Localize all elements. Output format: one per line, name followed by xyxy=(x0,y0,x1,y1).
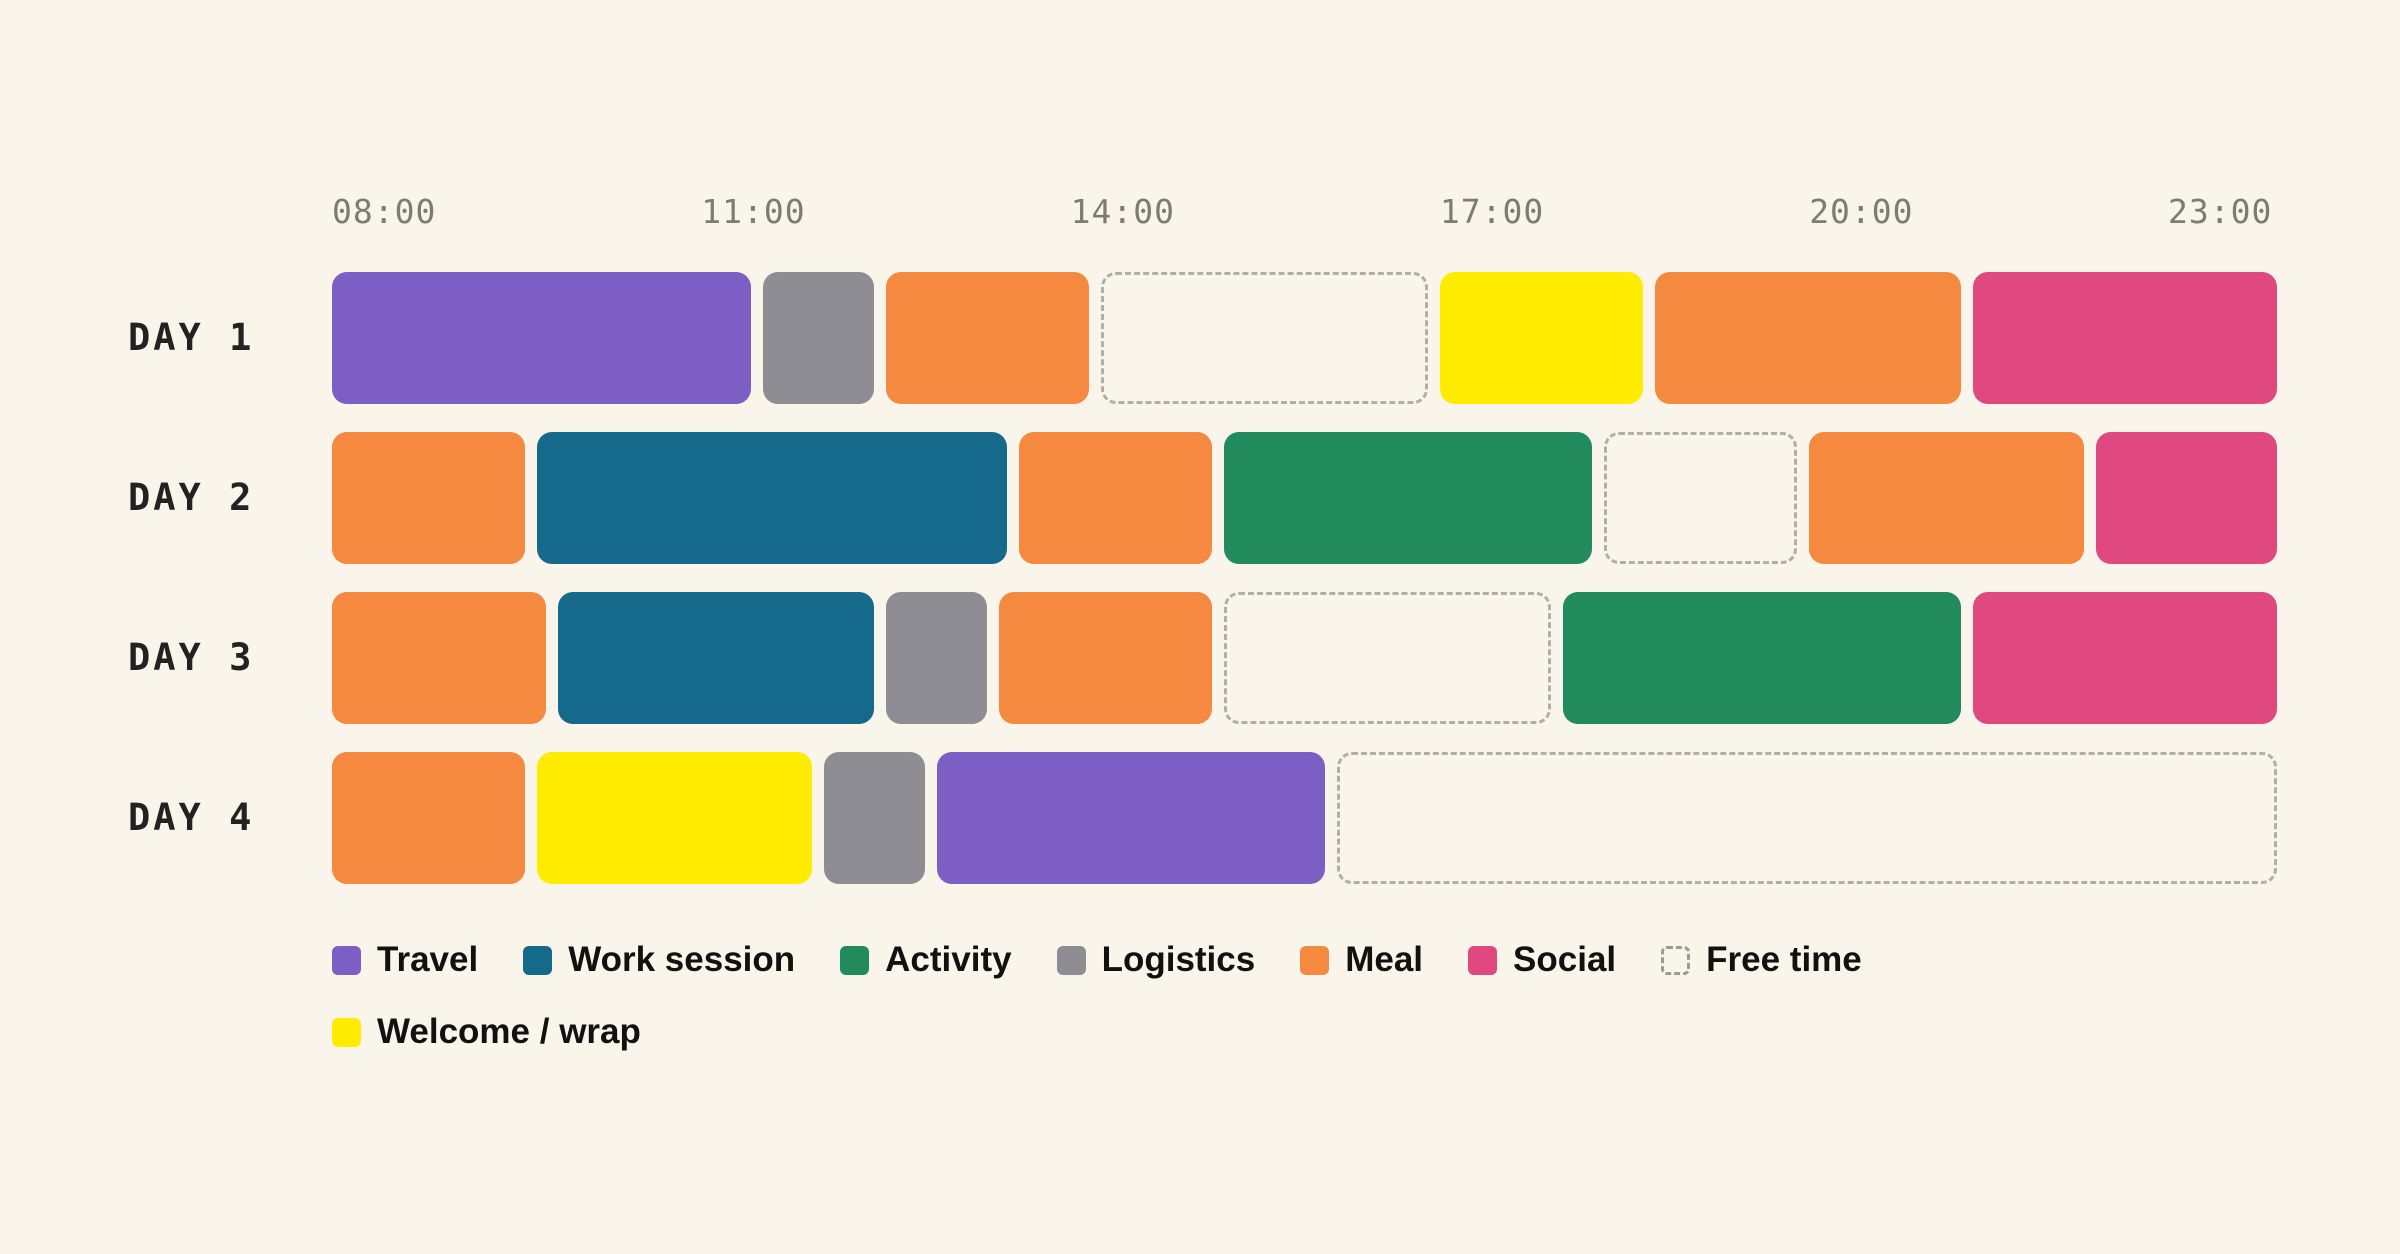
social-block[interactable] xyxy=(1973,272,2277,404)
x-tick-label: 11:00 xyxy=(701,192,806,231)
x-tick-label: 08:00 xyxy=(332,192,437,231)
legend-label: Social xyxy=(1513,940,1617,979)
legend-swatch xyxy=(523,945,553,975)
activity-block[interactable] xyxy=(1563,592,1962,724)
meal-block[interactable] xyxy=(998,592,1213,724)
meal-block[interactable] xyxy=(885,272,1090,404)
legend-item-activity: Activity xyxy=(840,938,1012,982)
legend: Travel Work session Activity Logistics Meal S… xyxy=(332,938,2032,1054)
legend-swatch xyxy=(332,1017,361,1047)
legend-item-meal: Meal xyxy=(1300,938,1423,982)
travel-block[interactable] xyxy=(332,272,751,404)
work-block[interactable] xyxy=(557,592,874,724)
legend-label: Work session xyxy=(568,940,796,979)
logistics-block[interactable] xyxy=(885,592,987,724)
x-tick-label: 20:00 xyxy=(1809,192,1914,231)
day-label: DAY 1 xyxy=(128,316,255,359)
free-block[interactable] xyxy=(1101,272,1428,404)
welcome-block[interactable] xyxy=(537,752,813,884)
day-label: DAY 3 xyxy=(128,636,255,679)
legend-item-welcome: Welcome / wrap xyxy=(332,1010,641,1054)
day-label: DAY 4 xyxy=(128,796,255,839)
legend-swatch xyxy=(332,945,361,975)
meal-block[interactable] xyxy=(332,752,526,884)
travel-block[interactable] xyxy=(937,752,1326,884)
welcome-block[interactable] xyxy=(1439,272,1644,404)
legend-item-work: Work session xyxy=(523,938,795,982)
free-block[interactable] xyxy=(1337,752,2277,884)
legend-label: Activity xyxy=(885,940,1012,979)
meal-block[interactable] xyxy=(1019,432,1213,564)
legend-item-social: Social xyxy=(1468,938,1616,982)
meal-block[interactable] xyxy=(332,592,546,724)
legend-label: Welcome / wrap xyxy=(377,1012,641,1051)
free-block[interactable] xyxy=(1224,592,1551,724)
legend-label: Meal xyxy=(1345,940,1424,979)
meal-block[interactable] xyxy=(332,432,526,564)
meal-block[interactable] xyxy=(1655,272,1962,404)
x-tick-label: 17:00 xyxy=(1439,192,1545,231)
legend-swatch xyxy=(1661,945,1691,975)
legend-item-travel: Travel xyxy=(332,938,478,982)
logistics-block[interactable] xyxy=(762,272,874,404)
legend-swatch xyxy=(1056,945,1086,975)
social-block[interactable] xyxy=(1973,592,2277,724)
legend-item-logistics: Logistics xyxy=(1056,938,1256,982)
social-block[interactable] xyxy=(2096,432,2277,564)
logistics-block[interactable] xyxy=(824,752,926,884)
legend-swatch xyxy=(1300,945,1330,975)
x-tick-label: 14:00 xyxy=(1070,192,1175,231)
work-block[interactable] xyxy=(537,432,1008,564)
legend-swatch xyxy=(1468,945,1498,975)
activity-block[interactable] xyxy=(1224,432,1593,564)
legend-label: Travel xyxy=(377,940,479,979)
meal-block[interactable] xyxy=(1809,432,2085,564)
legend-item-free: Free time xyxy=(1661,938,1862,982)
legend-label: Logistics xyxy=(1101,940,1256,979)
legend-swatch xyxy=(840,945,870,975)
day-label: DAY 2 xyxy=(128,476,255,519)
legend-label: Free time xyxy=(1706,940,1862,979)
free-block[interactable] xyxy=(1604,432,1798,564)
x-tick-label: 23:00 xyxy=(2168,192,2273,231)
